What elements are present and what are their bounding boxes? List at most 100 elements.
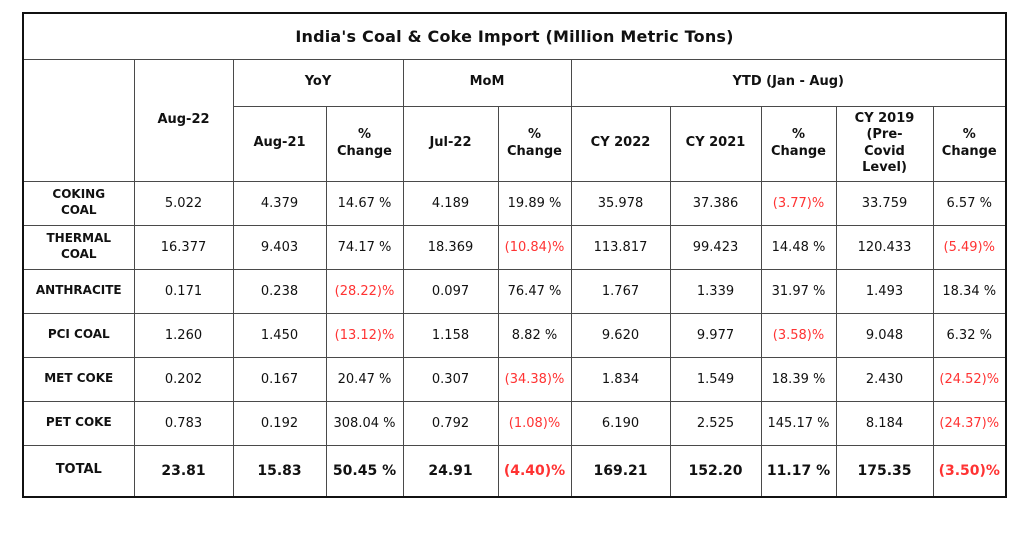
row-label: MET COKE [22,356,135,402]
table-row-pet-coke: PET COKE 0.783 0.192 308.04 % 0.792 (1.0… [22,400,1007,446]
cell-value: 74.17 % [325,224,404,270]
cell-value: 19.89 % [497,180,572,226]
cell-value: (28.22)% [325,268,404,314]
cell-value: 9.048 [835,312,934,358]
cell-value: 0.192 [232,400,327,446]
cell-value: 23.81 [133,444,234,498]
table-row-met-coke: MET COKE 0.202 0.167 20.47 % 0.307 (34.3… [22,356,1007,402]
cell-value: 152.20 [669,444,762,498]
column-header-jul-22: Jul-22 [402,105,499,182]
cell-value: 31.97 % [760,268,837,314]
cell-value: 0.792 [402,400,499,446]
table-row-thermal-coal: THERMAL COAL 16.377 9.403 74.17 % 18.369… [22,224,1007,270]
column-header-cy-2022: CY 2022 [570,105,671,182]
group-header-mom: MoM [402,58,572,107]
cell-value: 35.978 [570,180,671,226]
cell-value: 113.817 [570,224,671,270]
cell-value: (3.58)% [760,312,837,358]
row-label: PCI COAL [22,312,135,358]
cell-value: 5.022 [133,180,234,226]
table-row-total: TOTAL 23.81 15.83 50.45 % 24.91 (4.40)% … [22,444,1007,498]
row-label: TOTAL [22,444,135,498]
cell-value: (10.84)% [497,224,572,270]
group-header-yoy: YoY [232,58,404,107]
cell-value: 0.783 [133,400,234,446]
cell-value: 175.35 [835,444,934,498]
coal-import-table: India's Coal & Coke Import (Million Metr… [22,12,1008,498]
cell-value: 50.45 % [325,444,404,498]
cell-value: 1.549 [669,356,762,402]
cell-value: 1.493 [835,268,934,314]
table-row-anthracite: ANTHRACITE 0.171 0.238 (28.22)% 0.097 76… [22,268,1007,314]
cell-value: 4.379 [232,180,327,226]
column-header-aug-21: Aug-21 [232,105,327,182]
cell-value: 0.171 [133,268,234,314]
cell-value: 9.977 [669,312,762,358]
table-title: India's Coal & Coke Import (Million Metr… [22,12,1007,60]
cell-value: 6.190 [570,400,671,446]
cell-value: 14.67 % [325,180,404,226]
cell-value: 2.525 [669,400,762,446]
cell-value: 9.620 [570,312,671,358]
cell-value: (13.12)% [325,312,404,358]
table-row-coking-coal: COKING COAL 5.022 4.379 14.67 % 4.189 19… [22,180,1007,226]
cell-value: 18.369 [402,224,499,270]
cell-value: 8.82 % [497,312,572,358]
cell-value: (3.50)% [932,444,1007,498]
cell-value: (4.40)% [497,444,572,498]
cell-value: 145.17 % [760,400,837,446]
cell-value: 37.386 [669,180,762,226]
cell-value: 0.307 [402,356,499,402]
cell-value: 76.47 % [497,268,572,314]
cell-value: 1.834 [570,356,671,402]
cell-value: (34.38)% [497,356,572,402]
column-header-cy-2019: CY 2019 (Pre- Covid Level) [835,105,934,182]
column-header-ytd-pct-change: % Change [760,105,837,182]
cell-value: (5.49)% [932,224,1007,270]
row-label: COKING COAL [22,180,135,226]
cell-value: (24.52)% [932,356,1007,402]
cell-value: 99.423 [669,224,762,270]
column-header-mom-pct-change: % Change [497,105,572,182]
corner-blank-cell [22,58,135,182]
cell-value: 20.47 % [325,356,404,402]
column-header-cy2019-pct-change: % Change [932,105,1007,182]
cell-value: 1.260 [133,312,234,358]
cell-value: 0.167 [232,356,327,402]
column-header-cy-2021: CY 2021 [669,105,762,182]
cell-value: 24.91 [402,444,499,498]
cell-value: 308.04 % [325,400,404,446]
cell-value: 18.39 % [760,356,837,402]
cell-value: 1.339 [669,268,762,314]
cell-value: 33.759 [835,180,934,226]
table-row-pci-coal: PCI COAL 1.260 1.450 (13.12)% 1.158 8.82… [22,312,1007,358]
column-header-yoy-pct-change: % Change [325,105,404,182]
group-header-ytd: YTD (Jan - Aug) [570,58,1007,107]
cell-value: 2.430 [835,356,934,402]
cell-value: 1.767 [570,268,671,314]
cell-value: 169.21 [570,444,671,498]
cell-value: 0.202 [133,356,234,402]
cell-value: 120.433 [835,224,934,270]
cell-value: 1.158 [402,312,499,358]
cell-value: 8.184 [835,400,934,446]
cell-value: 18.34 % [932,268,1007,314]
row-label: ANTHRACITE [22,268,135,314]
cell-value: 11.17 % [760,444,837,498]
cell-value: 6.32 % [932,312,1007,358]
cell-value: 1.450 [232,312,327,358]
cell-value: 9.403 [232,224,327,270]
cell-value: (3.77)% [760,180,837,226]
cell-value: 0.097 [402,268,499,314]
row-label: THERMAL COAL [22,224,135,270]
cell-value: 14.48 % [760,224,837,270]
cell-value: 16.377 [133,224,234,270]
cell-value: 0.238 [232,268,327,314]
cell-value: 6.57 % [932,180,1007,226]
cell-value: (24.37)% [932,400,1007,446]
column-header-aug-22: Aug-22 [133,58,234,182]
cell-value: 15.83 [232,444,327,498]
cell-value: 4.189 [402,180,499,226]
cell-value: (1.08)% [497,400,572,446]
row-label: PET COKE [22,400,135,446]
